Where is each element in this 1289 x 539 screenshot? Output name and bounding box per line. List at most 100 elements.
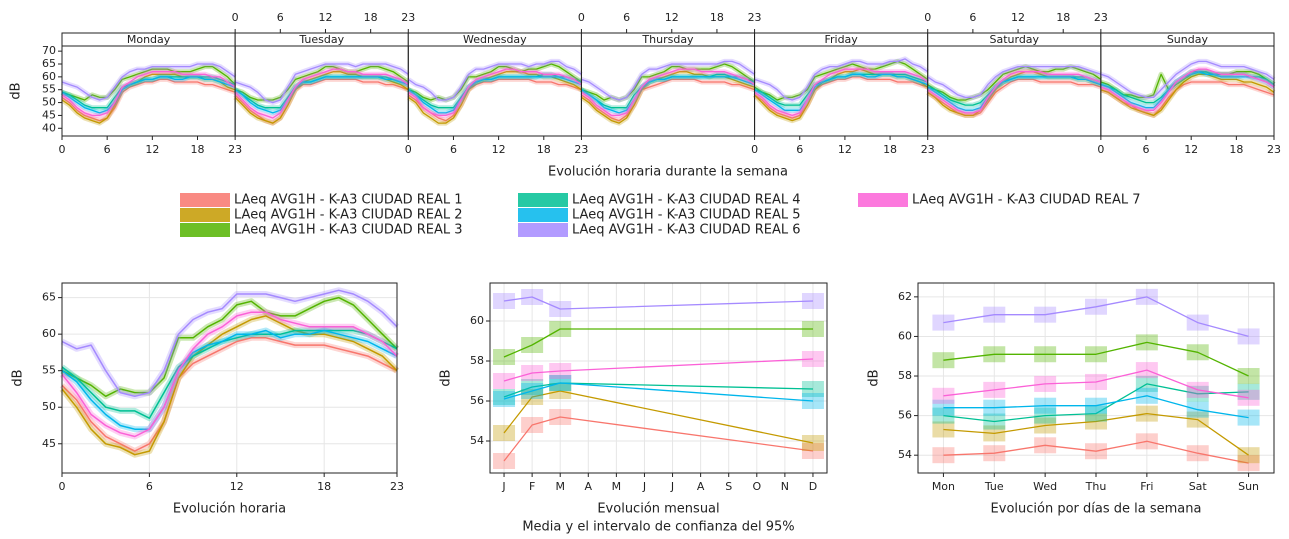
- x-tick-label: 12: [1011, 11, 1025, 24]
- x-tick-label: 23: [748, 11, 762, 24]
- x-tick-label: 18: [883, 143, 897, 156]
- legend-swatch: [858, 193, 908, 207]
- plot-frame: [61, 45, 236, 137]
- y-tick-label: 60: [470, 314, 484, 327]
- x-tick-label: M: [612, 480, 622, 493]
- series-line: [61, 76, 236, 114]
- x-tick-label: 18: [364, 11, 378, 24]
- y-tick-label: 58: [898, 369, 912, 382]
- x-tick-label: Sat: [1189, 480, 1208, 493]
- x-tick-label: O: [752, 480, 761, 493]
- series-line: [503, 416, 814, 462]
- plot-frame: [234, 45, 409, 137]
- series-line: [754, 68, 929, 117]
- x-tick-label: 18: [1229, 143, 1243, 156]
- legend-swatch: [518, 208, 568, 222]
- x-axis-label: Evolución por días de la semana: [991, 502, 1202, 517]
- x-tick-label: 23: [401, 11, 415, 24]
- y-tick-label: 55: [42, 364, 56, 377]
- series-line: [1100, 73, 1275, 117]
- x-tick-label: 0: [751, 143, 758, 156]
- x-tick-label: 18: [710, 11, 724, 24]
- series-line: [943, 440, 1249, 464]
- x-tick-label: 6: [969, 11, 976, 24]
- x-tick-label: 23: [228, 143, 242, 156]
- series-line: [927, 71, 1102, 114]
- series-line: [927, 76, 1102, 111]
- x-tick-label: D: [809, 480, 817, 493]
- series-line: [754, 60, 929, 101]
- panel-label: Wednesday: [463, 33, 527, 46]
- x-tick-label: Wed: [1033, 480, 1057, 493]
- series-line: [407, 68, 582, 117]
- x-tick-label: 12: [838, 143, 852, 156]
- subtitle: Media y el intervalo de confianza del 95…: [522, 520, 794, 535]
- series-line: [503, 382, 814, 402]
- panel-label: Thursday: [641, 33, 694, 46]
- x-tick-label: 0: [1097, 143, 1104, 156]
- series-line: [61, 329, 398, 430]
- legend-label: LAeq AVG1H - K-A3 CIUDAD REAL 7: [912, 193, 1141, 208]
- x-tick-label: J: [501, 480, 505, 493]
- x-tick-label: 6: [1143, 143, 1150, 156]
- series-line: [943, 395, 1249, 419]
- series-line: [943, 296, 1249, 338]
- series-line: [943, 412, 1249, 456]
- series-line: [61, 315, 398, 456]
- y-tick-label: 40: [42, 121, 56, 134]
- series-line: [61, 329, 398, 419]
- x-tick-label: 6: [450, 143, 457, 156]
- y-tick-label: 62: [898, 290, 912, 303]
- x-axis-label: Evolución horaria: [173, 502, 286, 517]
- x-tick-label: 6: [277, 11, 284, 24]
- y-tick-label: 54: [898, 448, 912, 461]
- x-tick-label: Sun: [1238, 480, 1259, 493]
- series-line: [61, 78, 236, 122]
- series-line: [61, 337, 398, 452]
- x-tick-label: 12: [492, 143, 506, 156]
- series-line: [581, 78, 755, 122]
- x-tick-label: 18: [537, 143, 551, 156]
- x-tick-label: 23: [1267, 143, 1281, 156]
- x-tick-label: 18: [317, 480, 331, 493]
- plot-frame: [489, 282, 828, 474]
- y-tick-label: 54: [470, 434, 484, 447]
- x-tick-label: N: [781, 480, 789, 493]
- legend-label: LAeq AVG1H - K-A3 CIUDAD REAL 2: [234, 208, 463, 223]
- plot-frame: [917, 282, 1275, 474]
- y-tick-label: 70: [42, 44, 56, 57]
- series-line: [754, 58, 929, 101]
- legend-label: LAeq AVG1H - K-A3 CIUDAD REAL 4: [572, 193, 801, 208]
- y-tick-label: 45: [42, 108, 56, 121]
- legend-label: LAeq AVG1H - K-A3 CIUDAD REAL 6: [572, 223, 801, 238]
- y-tick-label: 56: [470, 394, 484, 407]
- x-tick-label: 0: [59, 480, 66, 493]
- y-tick-label: 58: [470, 354, 484, 367]
- series-line: [61, 63, 236, 101]
- series-line: [1100, 60, 1275, 99]
- y-tick-label: 45: [42, 437, 56, 450]
- legend-swatch: [518, 193, 568, 207]
- x-tick-label: 18: [191, 143, 205, 156]
- series-line: [61, 71, 236, 117]
- series-line: [407, 76, 582, 114]
- x-tick-label: 12: [665, 11, 679, 24]
- series-line: [503, 382, 814, 398]
- series-line: [943, 341, 1249, 377]
- series-line: [61, 289, 398, 398]
- series-line: [503, 358, 814, 382]
- x-tick-label: S: [725, 480, 732, 493]
- series-line: [407, 60, 582, 101]
- x-tick-label: 12: [230, 480, 244, 493]
- series-line: [581, 68, 755, 117]
- x-tick-label: Tue: [984, 480, 1004, 493]
- x-tick-label: 23: [1094, 11, 1108, 24]
- legend-swatch: [180, 223, 230, 237]
- series-line: [503, 390, 814, 444]
- series-line: [503, 296, 814, 310]
- y-tick-label: 50: [42, 400, 56, 413]
- x-tick-label: 23: [390, 480, 404, 493]
- panel-label: Friday: [824, 33, 858, 46]
- y-tick-label: 60: [42, 70, 56, 83]
- x-tick-label: 6: [146, 480, 153, 493]
